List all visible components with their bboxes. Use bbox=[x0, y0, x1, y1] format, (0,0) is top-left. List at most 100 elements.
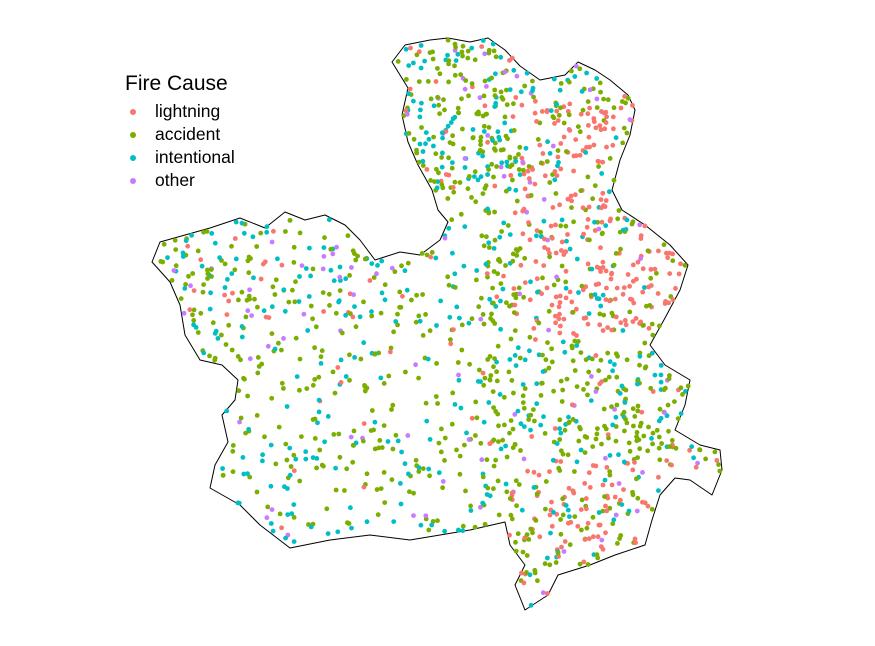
intentional-point bbox=[492, 104, 498, 109]
accident-point bbox=[504, 87, 509, 93]
other-point bbox=[269, 507, 275, 512]
accident-point bbox=[291, 260, 297, 265]
accident-point bbox=[570, 309, 576, 315]
other-point bbox=[498, 164, 504, 170]
intentional-point bbox=[564, 238, 569, 244]
intentional-point bbox=[220, 466, 226, 471]
other-point bbox=[466, 437, 472, 442]
lightning-point bbox=[518, 262, 524, 268]
accident-point bbox=[486, 47, 492, 53]
accident-point bbox=[481, 243, 487, 249]
lightning-point bbox=[633, 540, 638, 546]
intentional-point bbox=[322, 439, 327, 445]
accident-point bbox=[490, 318, 496, 324]
accident-point bbox=[161, 241, 167, 247]
intentional-point bbox=[548, 108, 554, 113]
accident-point bbox=[310, 266, 316, 272]
accident-point bbox=[371, 275, 377, 280]
accident-point bbox=[254, 413, 260, 418]
other-point bbox=[637, 222, 643, 228]
lightning-point bbox=[632, 460, 637, 465]
lightning-point bbox=[549, 523, 555, 529]
accident-point bbox=[491, 486, 496, 492]
intentional-point bbox=[518, 421, 524, 427]
lightning-point bbox=[531, 469, 537, 475]
accident-point bbox=[222, 261, 228, 267]
lightning-point bbox=[539, 291, 544, 297]
lightning-point bbox=[224, 312, 230, 317]
intentional-point bbox=[589, 266, 595, 272]
accident-point bbox=[661, 387, 667, 393]
accident-point bbox=[558, 223, 564, 229]
accident-point bbox=[656, 445, 662, 451]
accident-point bbox=[491, 48, 497, 54]
intentional-point bbox=[610, 422, 616, 428]
accident-point bbox=[578, 188, 584, 194]
intentional-point bbox=[649, 436, 654, 441]
accident-point bbox=[491, 463, 497, 469]
lightning-point bbox=[577, 152, 583, 158]
accident-point bbox=[255, 304, 260, 310]
other-point bbox=[477, 95, 483, 101]
intentional-point bbox=[224, 408, 230, 414]
accident-point bbox=[478, 440, 484, 446]
accident-point bbox=[283, 441, 289, 447]
accident-point bbox=[602, 494, 607, 499]
lightning-point bbox=[361, 484, 367, 490]
other-point bbox=[334, 244, 339, 250]
accident-point bbox=[437, 111, 442, 117]
other-point bbox=[695, 460, 700, 466]
intentional-point bbox=[297, 274, 302, 279]
accident-point bbox=[465, 48, 471, 54]
accident-point bbox=[398, 304, 404, 310]
accident-point bbox=[499, 229, 504, 234]
accident-point bbox=[337, 288, 343, 293]
accident-point bbox=[492, 237, 498, 243]
accident-point bbox=[493, 54, 499, 60]
accident-point bbox=[243, 314, 249, 320]
other-point bbox=[374, 271, 379, 277]
other-point bbox=[281, 336, 286, 341]
lightning-point bbox=[669, 462, 674, 468]
lightning-point bbox=[622, 94, 627, 99]
accident-point bbox=[586, 369, 592, 375]
accident-point bbox=[614, 402, 620, 408]
lightning-point bbox=[485, 139, 490, 145]
accident-point bbox=[470, 135, 476, 141]
accident-point bbox=[236, 388, 242, 394]
accident-point bbox=[578, 426, 583, 432]
accident-point bbox=[558, 81, 564, 86]
lightning-point bbox=[584, 144, 589, 150]
intentional-point bbox=[658, 379, 664, 385]
intentional-point bbox=[502, 120, 508, 126]
accident-point bbox=[571, 219, 576, 225]
lightning-point bbox=[598, 197, 604, 203]
other-point bbox=[485, 133, 491, 138]
lightning-point bbox=[664, 458, 670, 463]
accident-point bbox=[558, 105, 563, 111]
accident-point bbox=[500, 437, 506, 443]
intentional-point bbox=[417, 318, 423, 324]
accident-point bbox=[297, 230, 303, 236]
accident-point bbox=[508, 418, 514, 423]
intentional-point bbox=[308, 524, 314, 530]
lightning-point bbox=[587, 485, 593, 490]
intentional-point bbox=[535, 289, 540, 295]
accident-point bbox=[682, 262, 688, 268]
accident-point bbox=[584, 525, 590, 531]
lightning-point bbox=[630, 262, 636, 268]
intentional-point bbox=[375, 263, 380, 268]
accident-point bbox=[205, 276, 210, 281]
accident-point bbox=[379, 445, 385, 450]
accident-point bbox=[426, 527, 432, 533]
lightning-point bbox=[603, 503, 608, 509]
lightning-point bbox=[600, 190, 606, 196]
lightning-point bbox=[598, 127, 604, 133]
lightning-point bbox=[232, 236, 238, 241]
accident-point bbox=[491, 269, 497, 274]
lightning-point bbox=[593, 125, 599, 131]
intentional-point bbox=[357, 314, 363, 320]
intentional-point bbox=[423, 130, 429, 136]
intentional-point bbox=[433, 255, 439, 261]
intentional-point bbox=[420, 149, 426, 154]
